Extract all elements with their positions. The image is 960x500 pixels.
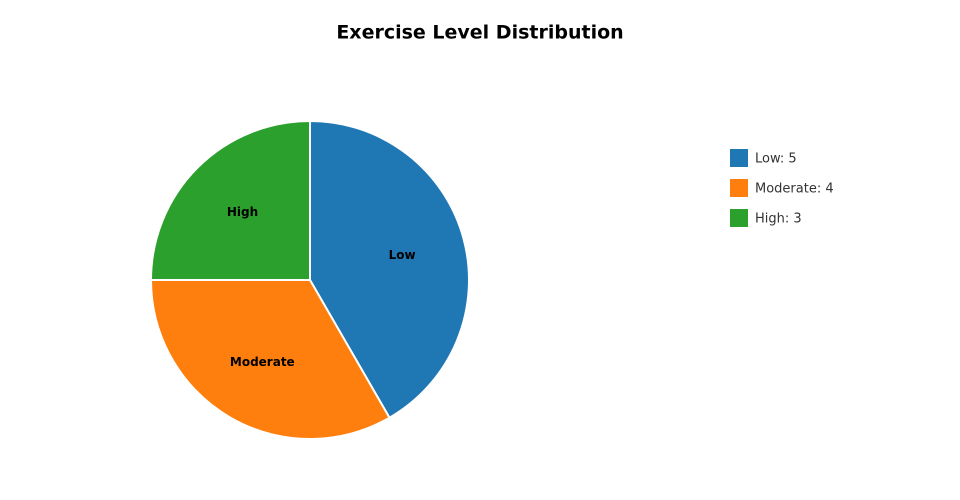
legend-label[interactable]: High: 3: [755, 212, 802, 227]
legend-swatch[interactable]: [730, 209, 748, 227]
slice-label: Moderate: [230, 355, 295, 369]
pie-slice: [149, 119, 311, 281]
pie-slice: [309, 119, 470, 420]
legend-label[interactable]: Moderate: 4: [755, 182, 834, 197]
chart-title: Exercise Level Distribution: [336, 22, 623, 44]
slice-label: High: [227, 205, 258, 219]
pie-slice: [149, 279, 391, 440]
legend-swatch[interactable]: [730, 149, 748, 167]
legend-label[interactable]: Low: 5: [755, 152, 797, 167]
legend-swatch[interactable]: [730, 179, 748, 197]
slice-label: Low: [389, 248, 416, 262]
